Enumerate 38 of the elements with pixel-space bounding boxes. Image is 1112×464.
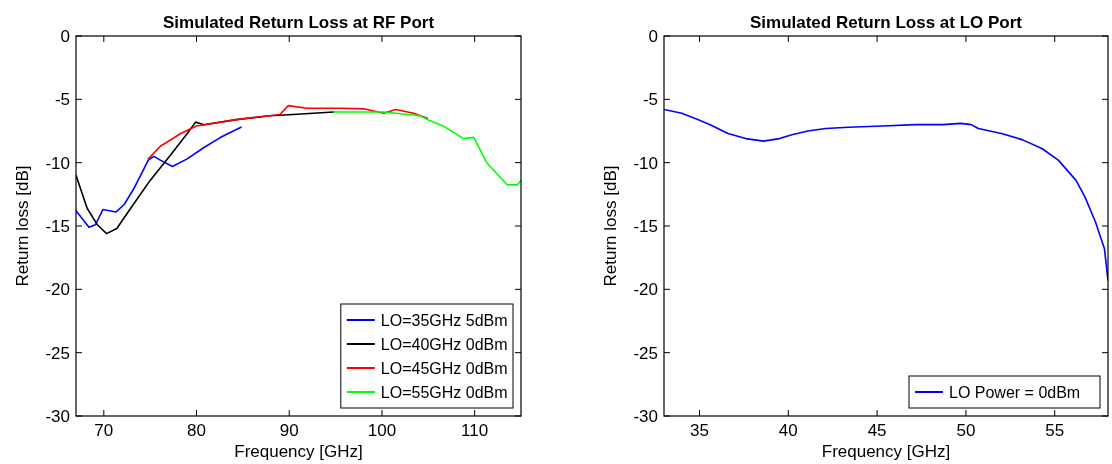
y-tick-label: -10 [633, 153, 658, 173]
legend-label: LO=40GHz 0dBm [380, 336, 508, 353]
x-tick-label: 45 [867, 421, 887, 440]
legend-label: LO=45GHz 0dBm [380, 360, 508, 377]
y-axis-title: Return loss [dB] [601, 165, 620, 287]
y-tick-label: -5 [642, 90, 658, 110]
x-axis-title: Frequency [GHz] [234, 442, 363, 461]
chart-title: Simulated Return Loss at LO Port [749, 13, 1023, 32]
x-tick-label: 70 [94, 421, 114, 440]
y-tick-label: -15 [45, 217, 70, 236]
y-tick-label: -5 [54, 90, 70, 110]
y-tick-label: -25 [45, 343, 70, 363]
line-series [76, 126, 242, 229]
legend-label: LO Power = 0dBm [949, 384, 1081, 401]
y-tick-label: -30 [45, 407, 70, 426]
line-series [147, 104, 429, 160]
y-tick-label: -20 [633, 280, 658, 300]
y-tick-label: -15 [633, 217, 658, 236]
x-tick-label: 55 [1045, 421, 1065, 440]
line-series [332, 111, 521, 186]
legend-label: LO=35GHz 5dBm [380, 312, 508, 329]
y-tick-label: 0 [648, 27, 658, 46]
y-tick-label: -25 [633, 343, 658, 363]
x-tick-label: 40 [778, 421, 798, 440]
legend-label: LO=55GHz 0dBm [380, 384, 508, 401]
y-tick-label: -20 [45, 280, 70, 300]
x-tick-label: 100 [367, 421, 397, 440]
x-tick-label: 35 [690, 421, 709, 440]
x-tick-label: 110 [461, 421, 489, 440]
y-tick-label: -30 [633, 407, 658, 426]
chart-title: Simulated Return Loss at RF Port [162, 13, 435, 32]
x-tick-label: 80 [187, 421, 206, 440]
y-tick-label: 0 [60, 27, 70, 46]
x-tick-label: 50 [956, 421, 976, 440]
y-axis-title: Return loss [dB] [13, 165, 32, 287]
x-tick-label: 90 [279, 421, 299, 440]
x-axis-title: Frequency [GHz] [821, 442, 951, 461]
y-tick-label: -10 [45, 153, 70, 173]
